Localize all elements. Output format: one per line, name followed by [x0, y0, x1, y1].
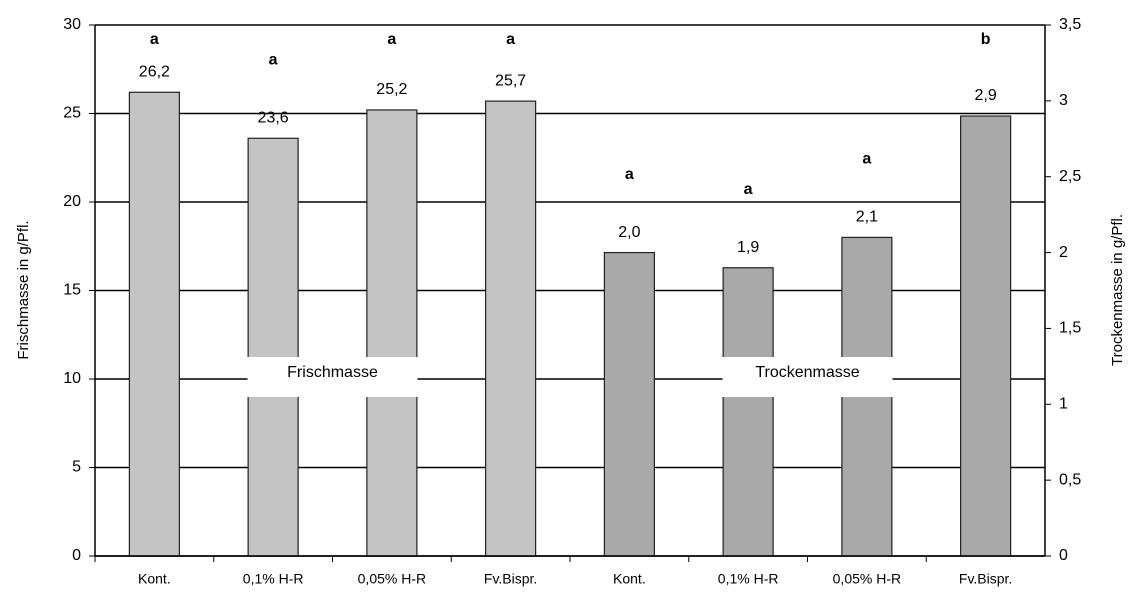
x-tick-label: Fv.Bispr. — [484, 571, 537, 587]
value-label: 23,6 — [258, 109, 289, 126]
value-label: 26,2 — [139, 63, 170, 80]
value-label: 2,1 — [856, 209, 878, 226]
y2-tick-label: 2,5 — [1059, 168, 1081, 185]
significance-letter: a — [387, 31, 396, 48]
value-label: 1,9 — [737, 239, 759, 256]
series-label-box — [247, 357, 418, 397]
bar — [603, 251, 655, 557]
value-label: 25,7 — [495, 72, 526, 89]
bar — [960, 115, 1012, 557]
significance-letter: a — [506, 31, 515, 48]
value-label: 2,0 — [618, 224, 640, 241]
y-tick-label: 0 — [72, 547, 81, 564]
value-label: 2,9 — [975, 87, 997, 104]
significance-letter: a — [744, 181, 753, 198]
y-tick-label: 20 — [63, 193, 81, 210]
bar — [722, 267, 774, 557]
y2-tick-label: 0 — [1059, 547, 1068, 564]
y2-tick-label: 0,5 — [1059, 471, 1081, 488]
significance-letter: a — [625, 166, 634, 183]
y2-tick-label: 3,5 — [1059, 16, 1081, 33]
y-tick-label: 5 — [72, 459, 81, 476]
x-tick-label: Kont. — [613, 571, 646, 587]
y-tick-label: 10 — [63, 370, 81, 387]
x-tick-label: Fv.Bispr. — [959, 571, 1012, 587]
x-tick-label: 0,05% H-R — [833, 571, 901, 587]
y-tick-label: 25 — [63, 105, 81, 122]
significance-letter: a — [269, 51, 278, 68]
y2-tick-label: 2 — [1059, 244, 1068, 261]
y-tick-label: 30 — [63, 16, 81, 33]
series-label: Frischmasse — [287, 364, 378, 381]
y2-tick-label: 1,5 — [1059, 320, 1081, 337]
y-axis-label: Frischmasse in g/Pfl. — [15, 220, 32, 359]
x-tick-label: 0,1% H-R — [243, 571, 304, 587]
y2-tick-label: 3 — [1059, 92, 1068, 109]
series-label: Trockenmasse — [755, 364, 859, 381]
x-tick-label: 0,05% H-R — [358, 571, 426, 587]
significance-letter: a — [150, 31, 159, 48]
y2-axis-label: Trockenmasse in g/Pfl. — [1109, 214, 1126, 366]
bar — [366, 109, 418, 557]
bar — [485, 100, 537, 557]
value-label: 25,2 — [376, 81, 407, 98]
bar — [128, 91, 180, 557]
significance-letter: a — [862, 151, 871, 168]
significance-letter: b — [981, 31, 991, 48]
y-tick-label: 15 — [63, 282, 81, 299]
series-label-box — [722, 357, 893, 397]
y2-tick-label: 1 — [1059, 396, 1068, 413]
x-tick-label: 0,1% H-R — [718, 571, 779, 587]
x-tick-label: Kont. — [138, 571, 171, 587]
bar — [247, 137, 299, 557]
